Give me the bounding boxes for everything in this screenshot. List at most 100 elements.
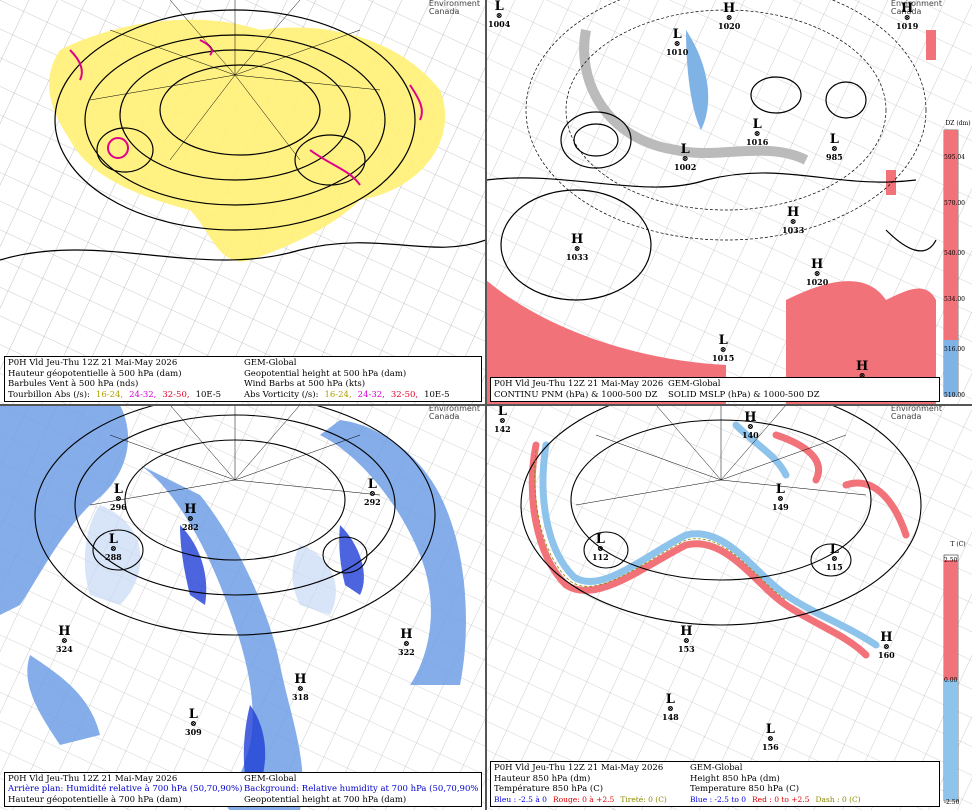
model-name: GEM-Global bbox=[690, 763, 743, 774]
wind-fr: Barbules Vent à 500 hPa (nds) bbox=[8, 379, 139, 390]
caption-tr: P0H Vld Jeu-Thu 12Z 21 Mai-May 2026 GEM-G… bbox=[490, 377, 940, 402]
env-canada-logo: Environment Canada bbox=[429, 405, 480, 421]
temp-en: Temperature 850 hPa (C) bbox=[690, 784, 800, 795]
map-mslp bbox=[486, 0, 972, 405]
pressure-center: L ⊗ 292 bbox=[364, 477, 381, 507]
height-center: H ⊗ 140 bbox=[742, 410, 759, 440]
canada-text: Canada bbox=[890, 7, 922, 16]
pressure-center: L ⊗ 1002 bbox=[674, 142, 697, 172]
field-fr: Hauteur géopotentielle à 500 hPa (dam) bbox=[8, 368, 182, 379]
env-canada-logo: Environment Canada bbox=[429, 0, 480, 16]
field-en: Geopotential height at 700 hPa (dam) bbox=[244, 794, 407, 805]
pressure-center: H ⊗ 324 bbox=[56, 624, 73, 654]
field-en: Geopotential height at 500 hPa (dam) bbox=[244, 368, 407, 379]
env-text: Environment bbox=[890, 0, 942, 8]
vort-fr: Tourbillon Abs (/s): bbox=[8, 389, 90, 400]
vort-range-1: 16-24, bbox=[95, 389, 124, 400]
height-fr: Hauteur 850 hPa (dm) bbox=[494, 773, 591, 784]
legend-dash-en: Dash : 0 (C) bbox=[815, 794, 861, 804]
colorbar-tick: 534.00 bbox=[944, 296, 965, 303]
pressure-center: H ⊗ 1033 bbox=[782, 205, 805, 235]
colorbar-tick: 510.00 bbox=[944, 392, 965, 399]
pressure-center: H ⊗ 282 bbox=[182, 502, 199, 532]
height-center: L ⊗ 142 bbox=[494, 405, 511, 434]
map-700hpa bbox=[0, 405, 486, 810]
canada-text: Canada bbox=[890, 412, 922, 421]
height-center: H ⊗ 160 bbox=[878, 630, 895, 660]
pressure-center: L ⊗ 309 bbox=[185, 707, 202, 737]
map-500hpa bbox=[0, 0, 486, 405]
env-text: Environment bbox=[428, 0, 480, 8]
valid-time: P0H Vld Jeu-Thu 12Z 21 Mai-May 2026 bbox=[8, 773, 178, 784]
divider-horizontal bbox=[0, 404, 972, 406]
vort-en: Abs Vorticity (/s): bbox=[244, 389, 319, 400]
model-name: GEM-Global bbox=[244, 358, 297, 369]
colorbar-tick: 540.00 bbox=[944, 250, 965, 257]
valid-time: P0H Vld Jeu-Thu 12Z 21 Mai-May 2026 bbox=[8, 358, 178, 369]
caption-tl: P0H Vld Jeu-Thu 12Z 21 Mai-May 2026 GEM-G… bbox=[4, 356, 482, 402]
pressure-center: H ⊗ 1020 bbox=[718, 1, 741, 31]
pressure-center: L ⊗ 985 bbox=[826, 132, 843, 162]
panel-700hpa-humidity: Environment Canada L ⊗ 296 H ⊗ 282 L ⊗ 288 H ⊗ 3… bbox=[0, 405, 486, 810]
panel-500hpa-vorticity: Environment Canada P0H Vld Jeu-Thu 12Z 2… bbox=[0, 0, 486, 405]
caption-bl: P0H Vld Jeu-Thu 12Z 21 Mai-May 2026 GEM-G… bbox=[4, 771, 482, 807]
colorbar-tick: 0.00 bbox=[944, 677, 958, 684]
vort-en-row: Abs Vorticity (/s): 16-24, 24-32, 32-50, 10E… bbox=[244, 390, 478, 400]
pressure-center: H ⊗ 1033 bbox=[566, 232, 589, 262]
legend-red-fr: Rouge: 0 à +2.5 bbox=[552, 794, 615, 804]
humidity-en: Background: Relative humidity at 700 hPa… bbox=[244, 784, 478, 795]
height-center: L ⊗ 148 bbox=[662, 692, 679, 722]
legend-en: Blue : -2.5 to 0 Red : 0 to +2.5 Dash : 0 … bbox=[690, 795, 936, 805]
pressure-center: H ⊗ 318 bbox=[292, 672, 309, 702]
colorbar-tick: 2.50 bbox=[944, 557, 958, 564]
vort-fr-row: Tourbillon Abs (/s): 16-24, 24-32, 32-50, 10… bbox=[8, 390, 244, 400]
colorbar-tick: 516.00 bbox=[944, 346, 965, 353]
pressure-center: L ⊗ 1016 bbox=[746, 117, 769, 147]
pressure-center: L ⊗ 1004 bbox=[488, 0, 511, 29]
field-fr: CONTINU PNM (hPa) & 1000-500 DZ bbox=[494, 389, 658, 400]
env-text: Environment bbox=[890, 405, 942, 413]
legend-fr: Bleu : -2.5 à 0 Rouge: 0 à +2.5 Tireté: 0 … bbox=[494, 795, 690, 805]
vort-range-2: 24-32, bbox=[129, 389, 157, 400]
canada-text: Canada bbox=[428, 412, 460, 421]
pressure-center: H ⊗ 1020 bbox=[806, 257, 829, 287]
pressure-center: H ⊗ 1019 bbox=[896, 1, 919, 31]
colorbar-tick: -2.50 bbox=[944, 799, 960, 806]
field-en: SOLID MSLP (hPa) & 1000-500 DZ bbox=[668, 389, 820, 400]
canada-text: Canada bbox=[428, 7, 460, 16]
legend-blue-en: Blue : -2.5 to 0 bbox=[690, 794, 747, 804]
legend-blue-fr: Bleu : -2.5 à 0 bbox=[494, 794, 547, 804]
panel-850hpa-temperature: Environment Canada T (C) 2.50 0.00 -2.50… bbox=[486, 405, 972, 810]
legend-dash-fr: Tireté: 0 (C) bbox=[620, 794, 667, 804]
vort-unit-en: 10E-5 bbox=[424, 389, 450, 400]
colorbar-tick: 570.00 bbox=[944, 200, 965, 207]
pressure-center: L ⊗ 1015 bbox=[712, 333, 735, 363]
valid-time: P0H Vld Jeu-Thu 12Z 21 Mai-May 2026 bbox=[494, 379, 664, 390]
model-name: GEM-Global bbox=[244, 773, 297, 784]
colorbar-tick: 595.04 bbox=[944, 154, 965, 161]
valid-time: P0H Vld Jeu-Thu 12Z 21 Mai-May 2026 bbox=[494, 763, 664, 774]
pressure-center: H ⊗ 322 bbox=[398, 627, 415, 657]
env-canada-logo: Environment Canada bbox=[891, 0, 942, 16]
caption-br: P0H Vld Jeu-Thu 12Z 21 Mai-May 2026 GEM-G… bbox=[490, 761, 940, 807]
colorbar-title: DZ (dm) bbox=[945, 120, 971, 127]
height-center: L ⊗ 156 bbox=[762, 722, 779, 752]
model-name: GEM-Global bbox=[668, 379, 721, 390]
wind-en: Wind Barbs at 500 hPa (kts) bbox=[244, 379, 366, 390]
legend-red-en: Red : 0 to +2.5 bbox=[752, 794, 810, 804]
humidity-fr: Arrière plan: Humidité relative à 700 hP… bbox=[8, 784, 243, 795]
field-fr: Hauteur géopotentielle à 700 hPa (dam) bbox=[8, 794, 182, 805]
height-center: L ⊗ 112 bbox=[592, 532, 609, 562]
colorbar-title: T (C) bbox=[950, 541, 966, 548]
vort-unit: 10E-5 bbox=[195, 389, 222, 400]
vort-range-2-en: 24-32, bbox=[357, 389, 385, 400]
height-en: Height 850 hPa (dm) bbox=[690, 773, 780, 784]
height-center: L ⊗ 115 bbox=[826, 542, 843, 572]
panel-mslp-thickness: Environment Canada DZ (dm) 595.04 570.00… bbox=[486, 0, 972, 405]
pressure-center: L ⊗ 296 bbox=[110, 482, 127, 512]
temp-fr: Température 850 hPa (C) bbox=[494, 784, 604, 795]
vort-range-1-en: 16-24, bbox=[324, 389, 352, 400]
height-center: H ⊗ 153 bbox=[678, 624, 695, 654]
vort-range-3: 32-50, bbox=[162, 389, 190, 400]
pressure-center: L ⊗ 1010 bbox=[666, 27, 689, 57]
